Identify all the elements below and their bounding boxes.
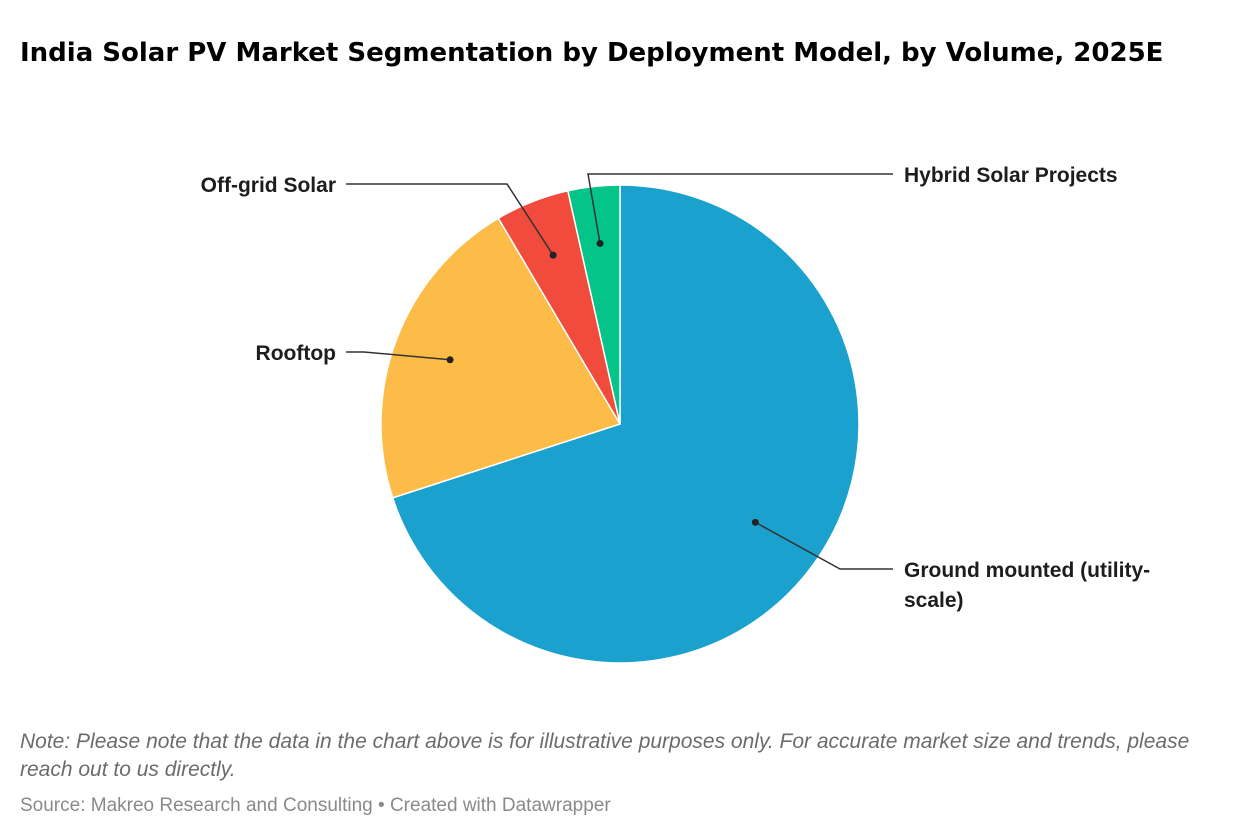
slice-label-rooftop: Rooftop [256, 342, 336, 365]
leader-line-off-grid-solar [346, 183, 554, 256]
leader-dot-hybrid-solar-projects [596, 239, 604, 247]
slice-label-ground-mounted-utility-scale: Ground mounted (utility-scale) [904, 559, 1150, 612]
leader-dot-ground-mounted-utility-scale [751, 518, 759, 526]
leader-line-hybrid-solar-projects [587, 173, 893, 244]
pie-slice-hybrid-solar-projects [566, 184, 621, 425]
chart-note: Note: Please note that the data in the c… [20, 730, 1190, 781]
slice-label-hybrid-solar-projects: Hybrid Solar Projects [904, 164, 1118, 187]
pie-chart: Ground mounted (utility-scale) Rooftop Off… [201, 164, 1150, 664]
pie-slice-rooftop [380, 217, 622, 499]
leader-dot-rooftop [446, 356, 454, 364]
leader-dot-off-grid-solar [549, 251, 557, 259]
slice-label-off-grid-solar: Off-grid Solar [201, 174, 336, 197]
pie-slice-ground-mounted-utility-scale [391, 184, 860, 664]
leader-line-rooftop [346, 351, 451, 361]
leader-line-ground-mounted-utility-scale [754, 521, 893, 570]
chart-source: Source: Makreo Research and Consulting •… [20, 795, 611, 816]
chart-title: India Solar PV Market Segmentation by De… [20, 38, 1164, 68]
